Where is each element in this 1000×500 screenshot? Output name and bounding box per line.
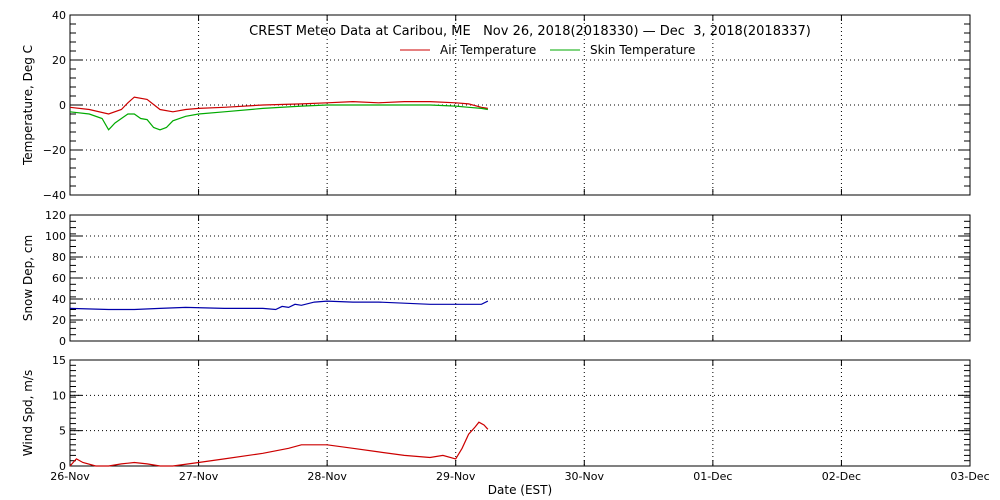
y-tick-label: −40 — [43, 189, 66, 202]
panel-2: 120 100 80 60 40 20 0 Snow Dep, cm — [21, 209, 971, 348]
series-line-snow-depth — [69, 300, 489, 311]
y-tick-label: 0 — [59, 460, 66, 473]
y-axis-label: Snow Dep, cm — [21, 235, 35, 321]
y-tick-label: 40 — [52, 293, 66, 306]
chart-title: CREST Meteo Data at Caribou, ME Nov 26, … — [249, 24, 811, 39]
y-axis-label: Temperature, Deg C — [21, 45, 35, 166]
panel-1: 40 20 0 −20 −40 Temperature, Deg C — [21, 9, 971, 202]
y-tick-label: −20 — [43, 144, 66, 157]
plot-frame — [69, 359, 971, 467]
plot-frame — [69, 14, 971, 196]
legend-air-label: Air Temperature — [440, 43, 536, 57]
y-tick-label: 15 — [52, 354, 66, 367]
x-tick-label: 29-Nov — [436, 470, 476, 483]
panel-3: 15 10 5 0 Wind Spd, m/s — [21, 354, 971, 473]
y-tick-label: 20 — [52, 54, 66, 67]
y-tick-label: 0 — [59, 335, 66, 348]
series-line-skin-temperature — [69, 104, 489, 131]
y-tick-label: 60 — [52, 272, 66, 285]
y-axis-label: Wind Spd, m/s — [21, 370, 35, 456]
plot-frame — [69, 214, 971, 342]
series-line-air-temperature — [69, 96, 489, 115]
y-tick-label: 40 — [52, 9, 66, 22]
y-tick-label: 120 — [45, 209, 66, 222]
legend: Air Temperature Skin Temperature — [400, 43, 695, 57]
y-tick-label: 0 — [59, 99, 66, 112]
y-tick-label: 80 — [52, 251, 66, 264]
y-tick-label: 100 — [45, 230, 66, 243]
x-tick-label: 26-Nov — [50, 470, 90, 483]
x-tick-label: 27-Nov — [179, 470, 219, 483]
x-axis-label: Date (EST) — [488, 483, 552, 497]
x-tick-label: 02-Dec — [822, 470, 861, 483]
x-tick-label: 01-Dec — [693, 470, 732, 483]
x-tick-label: 28-Nov — [307, 470, 347, 483]
y-tick-label: 20 — [52, 314, 66, 327]
legend-skin-label: Skin Temperature — [590, 43, 695, 57]
x-tick-label: 30-Nov — [565, 470, 605, 483]
series-line-wind-speed — [69, 421, 489, 467]
x-tick-label: 03-Dec — [950, 470, 989, 483]
y-tick-label: 5 — [59, 425, 66, 438]
y-tick-label: 10 — [52, 389, 66, 402]
